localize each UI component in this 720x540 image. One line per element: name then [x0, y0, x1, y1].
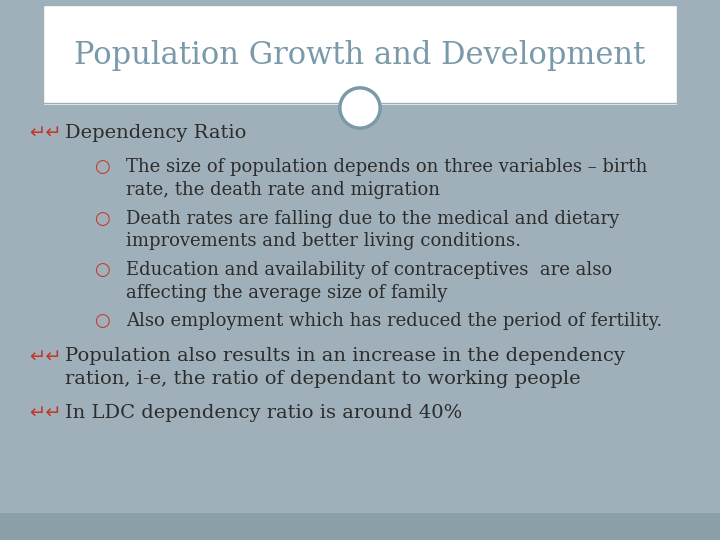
Text: Population Growth and Development: Population Growth and Development [74, 40, 646, 71]
FancyBboxPatch shape [43, 5, 677, 105]
Text: ○: ○ [94, 312, 109, 330]
Text: ○: ○ [94, 158, 109, 176]
Text: Education and availability of contraceptives  are also
affecting the average siz: Education and availability of contracept… [126, 261, 612, 302]
Text: Population also results in an increase in the dependency
ration, i-e, the ratio : Population also results in an increase i… [65, 347, 625, 388]
Text: ↵↵: ↵↵ [29, 347, 61, 366]
Text: ○: ○ [94, 210, 109, 227]
Text: ↵↵: ↵↵ [29, 124, 61, 143]
Ellipse shape [340, 88, 380, 128]
FancyBboxPatch shape [0, 513, 720, 540]
Text: In LDC dependency ratio is around 40%: In LDC dependency ratio is around 40% [65, 404, 462, 422]
Text: Dependency Ratio: Dependency Ratio [65, 124, 246, 142]
Text: ○: ○ [94, 261, 109, 279]
Text: Also employment which has reduced the period of fertility.: Also employment which has reduced the pe… [126, 312, 662, 330]
Text: Death rates are falling due to the medical and dietary
improvements and better l: Death rates are falling due to the medic… [126, 210, 619, 251]
Text: ↵↵: ↵↵ [29, 404, 61, 423]
Text: The size of population depends on three variables – birth
rate, the death rate a: The size of population depends on three … [126, 158, 647, 199]
